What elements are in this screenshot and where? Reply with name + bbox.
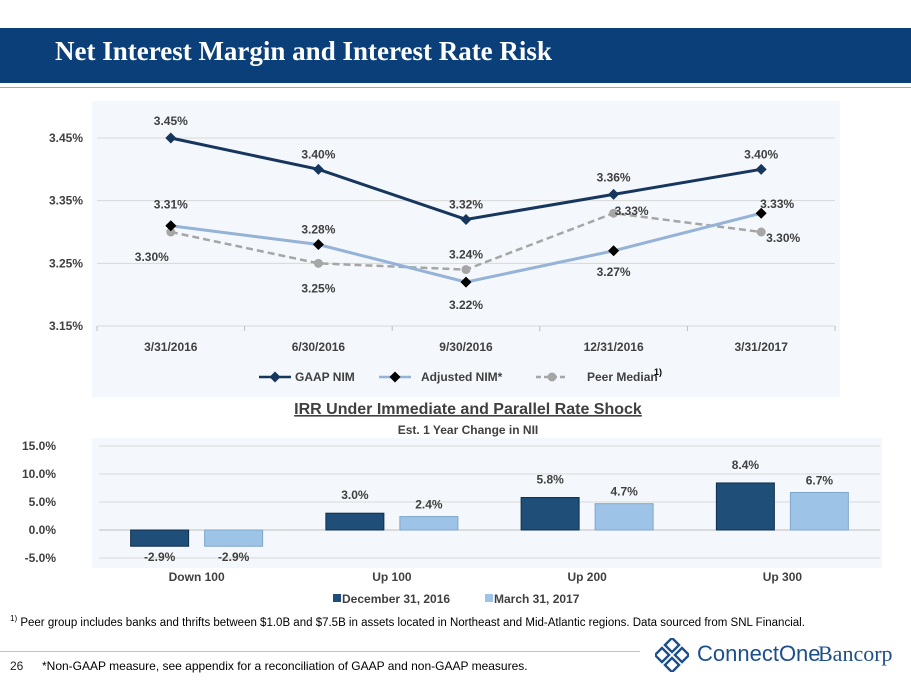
line-point bbox=[608, 245, 620, 257]
company-logo: ConnectOne Bancorp bbox=[655, 638, 911, 672]
bar bbox=[520, 497, 580, 531]
bar-legend-swatch bbox=[485, 594, 493, 602]
bar-legend-label: December 31, 2016 bbox=[342, 592, 450, 606]
title-bar: Net Interest Margin and Interest Rate Ri… bbox=[0, 28, 911, 83]
bar-data-label: 6.7% bbox=[806, 473, 834, 487]
bar-chart-x-tick-label: Up 200 bbox=[567, 570, 607, 584]
bottom-divider bbox=[0, 651, 640, 652]
line-point bbox=[312, 163, 324, 175]
footnote-text: Peer group includes banks and thrifts be… bbox=[20, 616, 805, 629]
line-chart-x-tick-label: 12/31/2016 bbox=[584, 340, 644, 354]
bar-chart-title: IRR Under Immediate and Parallel Rate Sh… bbox=[294, 401, 642, 418]
line-chart-y-tick-label: 3.25% bbox=[49, 256, 83, 270]
line-point bbox=[755, 207, 767, 219]
page-title: Net Interest Margin and Interest Rate Ri… bbox=[55, 36, 552, 66]
line-point bbox=[313, 258, 323, 268]
line-point bbox=[460, 276, 472, 288]
line-legend-label: Peer Median bbox=[587, 370, 658, 384]
line-data-label: 3.27% bbox=[597, 265, 631, 279]
bar-legend-label: March 31, 2017 bbox=[494, 592, 580, 606]
bar-chart-x-tick-label: Down 100 bbox=[169, 570, 225, 584]
line-point bbox=[165, 220, 177, 232]
bar-data-label: 8.4% bbox=[732, 458, 760, 472]
line-chart-background bbox=[92, 101, 840, 397]
bar-data-label: -2.9% bbox=[218, 550, 250, 564]
bar-legend-swatch bbox=[333, 594, 341, 602]
line-chart-x-tick-label: 9/30/2016 bbox=[439, 340, 493, 354]
line-legend-marker bbox=[269, 371, 281, 383]
line-legend-marker bbox=[389, 371, 401, 383]
line-data-label: 3.22% bbox=[449, 298, 483, 312]
line-chart-x-tick-label: 3/31/2016 bbox=[144, 340, 198, 354]
bar-chart-y-tick-label: 0.0% bbox=[29, 523, 57, 537]
line-point bbox=[608, 188, 620, 200]
bar-data-label: 2.4% bbox=[415, 498, 443, 512]
line-data-label: 3.33% bbox=[615, 204, 649, 218]
bar-chart-x-tick-label: Up 100 bbox=[372, 570, 412, 584]
line-data-label: 3.36% bbox=[597, 170, 631, 184]
line-data-label: 3.30% bbox=[766, 231, 800, 245]
line-legend-label: Adjusted NIM* bbox=[421, 370, 503, 384]
line-data-label: 3.45% bbox=[154, 114, 188, 128]
bar-data-label: 4.7% bbox=[610, 485, 638, 499]
line-chart-y-tick-label: 3.35% bbox=[49, 194, 83, 208]
line-data-label: 3.33% bbox=[760, 197, 794, 211]
line-point bbox=[460, 213, 472, 225]
line-point bbox=[312, 239, 324, 251]
diamond-lattice-icon bbox=[655, 638, 689, 672]
line-legend-note: 1) bbox=[654, 367, 662, 377]
non-gaap-note: *Non-GAAP measure, see appendix for a re… bbox=[42, 659, 528, 673]
bar-chart-y-tick-label: -5.0% bbox=[25, 551, 57, 565]
bar-chart-y-tick-label: 15.0% bbox=[22, 439, 56, 453]
line-legend-marker bbox=[547, 372, 557, 382]
line-chart-y-tick-label: 3.45% bbox=[49, 131, 83, 145]
line-legend-label: GAAP NIM bbox=[295, 370, 355, 384]
bar-chart-x-tick-label: Up 300 bbox=[763, 570, 803, 584]
line-point bbox=[756, 227, 766, 237]
logo-name-bancorp: Bancorp bbox=[818, 641, 893, 666]
line-point bbox=[165, 132, 177, 144]
bar-chart-subtitle: Est. 1 Year Change in NII bbox=[398, 423, 539, 437]
bar-data-label: 5.8% bbox=[536, 473, 564, 487]
bar-chart-y-tick-label: 5.0% bbox=[29, 495, 57, 509]
title-divider bbox=[0, 87, 911, 88]
line-point bbox=[461, 265, 471, 275]
bar bbox=[594, 503, 654, 531]
line-data-label: 3.32% bbox=[449, 197, 483, 211]
line-data-label: 3.30% bbox=[135, 250, 169, 264]
bar bbox=[399, 516, 459, 531]
line-chart-y-tick-label: 3.15% bbox=[49, 319, 83, 333]
line-chart-x-tick-label: 6/30/2016 bbox=[292, 340, 346, 354]
footnote-marker: 1) bbox=[10, 614, 18, 623]
bar bbox=[204, 529, 264, 547]
bar-chart-y-tick-label: 10.0% bbox=[22, 467, 56, 481]
bar bbox=[130, 529, 190, 547]
line-point bbox=[166, 227, 176, 237]
bar bbox=[789, 491, 849, 531]
line-data-label: 3.28% bbox=[301, 223, 335, 237]
line-point bbox=[609, 208, 619, 218]
bar bbox=[715, 482, 775, 531]
line-point bbox=[755, 163, 767, 175]
line-data-label: 3.24% bbox=[449, 248, 483, 262]
line-data-label: 3.25% bbox=[301, 281, 335, 295]
line-chart-x-tick-label: 3/31/2017 bbox=[735, 340, 789, 354]
bar bbox=[325, 512, 385, 531]
page-number: 26 bbox=[10, 659, 24, 673]
charts-canvas: 3.15% 3.25% 3.35% 3.45% 3/31/2016 6/30/2016 9/… bbox=[22, 101, 882, 606]
logo-name-connectone: ConnectOne bbox=[697, 641, 821, 666]
bar-data-label: 3.0% bbox=[341, 488, 369, 502]
line-data-label: 3.40% bbox=[744, 147, 778, 161]
line-data-label: 3.40% bbox=[301, 147, 335, 161]
footnote: 1) Peer group includes banks and thrifts… bbox=[10, 610, 890, 632]
line-data-label: 3.31% bbox=[154, 198, 188, 212]
bar-data-label: -2.9% bbox=[144, 550, 176, 564]
